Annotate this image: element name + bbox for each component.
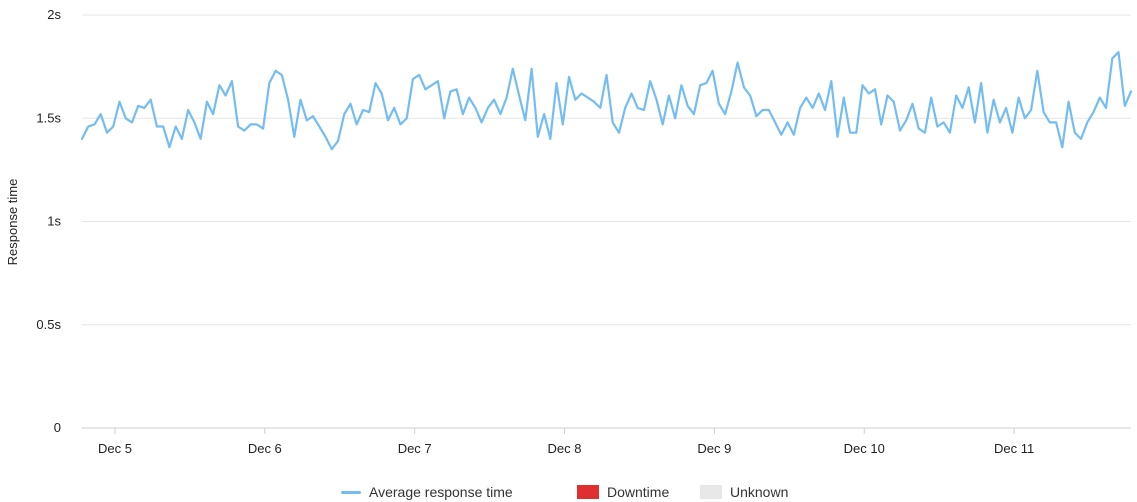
x-tick-label: Dec 8 xyxy=(548,441,582,456)
y-axis-ticks: 0 0.5s 1s 1.5s 2s xyxy=(36,7,61,435)
x-tick-label: Dec 5 xyxy=(98,441,132,456)
x-tick-label: Dec 7 xyxy=(398,441,432,456)
legend-label: Unknown xyxy=(730,484,789,500)
y-tick-label: 1s xyxy=(47,214,61,229)
x-tick-label: Dec 11 xyxy=(994,441,1034,456)
legend-item-average-response-time[interactable]: Average response time xyxy=(341,482,513,502)
y-tick-label: 2s xyxy=(47,7,61,22)
legend-label: Average response time xyxy=(369,484,513,500)
legend-item-unknown[interactable]: Unknown xyxy=(700,482,788,502)
legend-swatch-icon xyxy=(700,485,722,499)
x-tick-label: Dec 10 xyxy=(844,441,885,456)
y-axis-label: Response time xyxy=(5,179,20,266)
y-tick-label: 0.5s xyxy=(36,317,61,332)
legend: Average response time Downtime Unknown xyxy=(0,482,1137,502)
y-tick-label: 1.5s xyxy=(36,110,61,125)
grid-lines xyxy=(82,14,1131,429)
legend-swatch-icon xyxy=(577,485,599,499)
y-tick-label: 0 xyxy=(54,420,61,435)
x-axis-ticks: Dec 5 Dec 6 Dec 7 Dec 8 Dec 9 Dec 10 Dec 11 xyxy=(98,428,1034,456)
legend-item-downtime[interactable]: Downtime xyxy=(577,482,669,502)
series-line-average-response-time xyxy=(80,51,1133,151)
x-tick-label: Dec 6 xyxy=(248,441,282,456)
x-tick-label: Dec 9 xyxy=(697,441,731,456)
legend-line-icon xyxy=(341,490,361,494)
legend-label: Downtime xyxy=(607,484,670,500)
series-group xyxy=(80,51,1133,151)
